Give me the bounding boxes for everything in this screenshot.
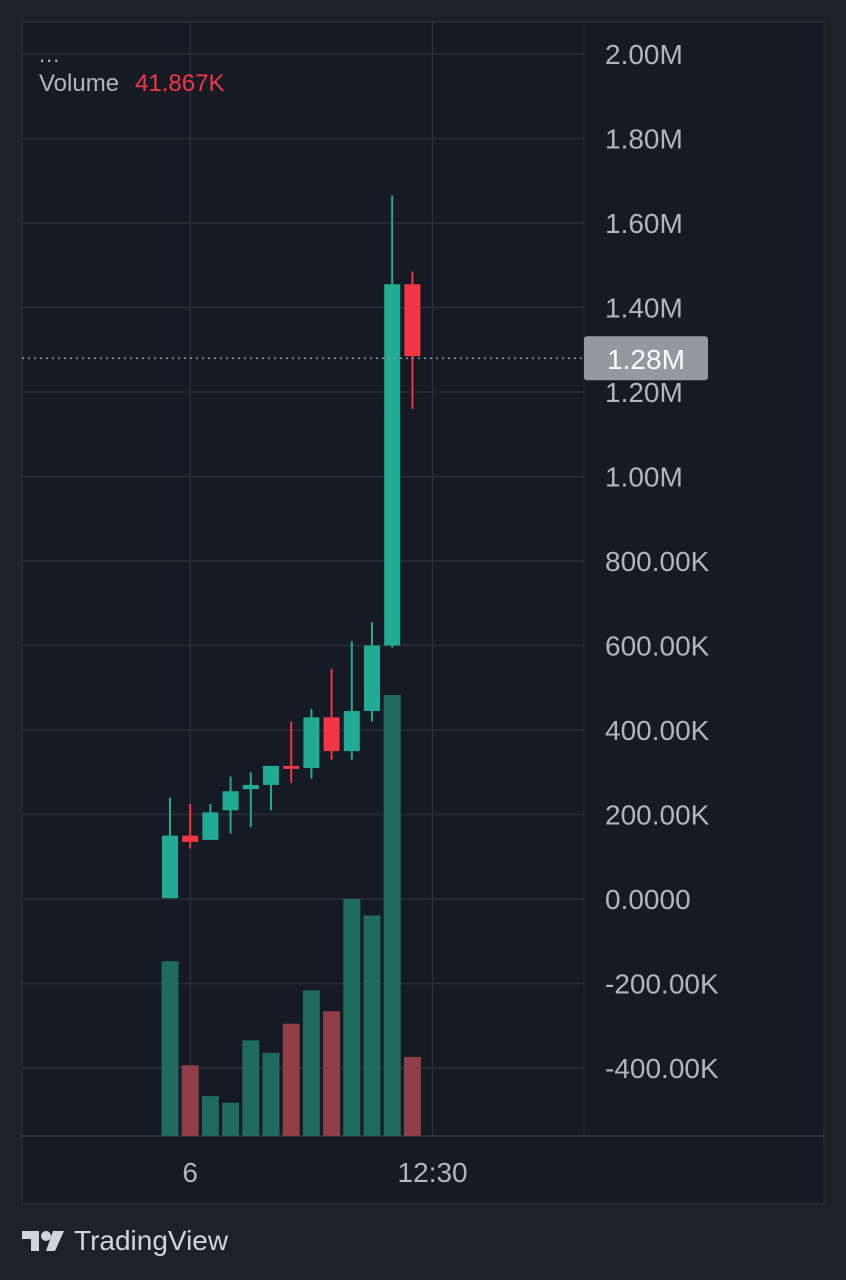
volume-value: 41.867K: [135, 70, 225, 97]
candle-body: [222, 791, 239, 811]
y-tick-label: 1.40M: [605, 293, 683, 324]
x-tick-label: 6: [182, 1157, 198, 1188]
volume-bar: [242, 1040, 260, 1136]
volume-bar: [302, 990, 320, 1136]
candle-body: [283, 765, 300, 769]
volume-legend: ... Volume 41.867K: [39, 42, 225, 97]
candle-body: [384, 284, 401, 646]
current-price-badge: [584, 336, 708, 381]
volume-bar: [403, 1056, 421, 1136]
y-tick-label: 1.80M: [605, 124, 683, 155]
y-tick-label: 1.20M: [605, 377, 683, 408]
y-tick-label: 1.00M: [605, 462, 683, 493]
volume-bar: [343, 898, 361, 1136]
candle-body: [323, 717, 340, 752]
candle-body: [364, 645, 380, 711]
legend-menu-icon[interactable]: ...: [39, 42, 61, 67]
x-tick-label: 12:30: [398, 1157, 468, 1188]
candle-body: [303, 717, 320, 769]
y-tick-label: 600.00K: [605, 631, 710, 662]
y-tick-label: -400.00K: [605, 1053, 719, 1084]
chart-pane: [21, 21, 825, 1205]
volume-bar: [181, 1065, 199, 1136]
volume-bar: [383, 695, 401, 1136]
candle-body: [162, 835, 178, 899]
candle-body: [182, 835, 199, 842]
volume-label: Volume: [39, 70, 120, 97]
y-tick-label: 800.00K: [605, 546, 710, 577]
y-tick-label: 1.60M: [605, 208, 683, 239]
tradingview-name: TradingView: [74, 1225, 229, 1256]
volume-bar: [222, 1102, 240, 1136]
volume-bar: [363, 915, 381, 1136]
candle-body: [263, 765, 279, 785]
candle-body: [404, 284, 421, 357]
y-tick-label: 2.00M: [605, 39, 683, 70]
y-tick-label: 0.0000: [605, 884, 691, 915]
tradingview-branding[interactable]: TradingView: [22, 1224, 228, 1258]
volume-bar: [161, 961, 179, 1136]
volume-bar: [282, 1023, 300, 1136]
y-tick-label: -200.00K: [605, 969, 719, 1000]
volume-bar: [262, 1052, 280, 1136]
candle-body: [343, 710, 360, 752]
candle-body: [202, 812, 219, 840]
volume-bar: [201, 1096, 219, 1136]
y-tick-label: 200.00K: [605, 800, 710, 831]
tradingview-logo-icon: [22, 1231, 64, 1251]
volume-bar: [323, 1011, 341, 1136]
current-price-label: 1.28M: [607, 344, 685, 375]
y-tick-label: 400.00K: [605, 715, 710, 746]
candle-body: [242, 784, 259, 790]
